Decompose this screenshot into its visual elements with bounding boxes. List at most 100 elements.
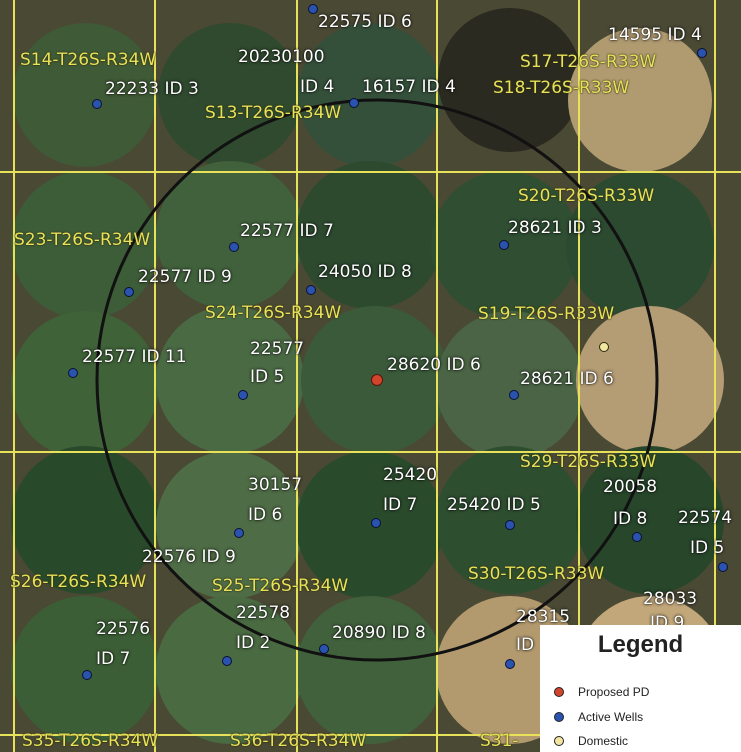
well-label: ID 7 [383, 495, 418, 515]
well-label: 28621 ID 6 [520, 369, 614, 389]
well-label: ID 5 [250, 367, 285, 387]
well-label: 28620 ID 6 [387, 355, 481, 375]
pivot-field [156, 451, 304, 599]
pivot-field [11, 171, 159, 319]
section-label-s19: S19-T26S-R33W [478, 304, 615, 324]
well-label: 22577 [250, 339, 305, 359]
well-label: 25420 [383, 465, 438, 485]
section-label-s25: S25-T26S-R34W [212, 576, 349, 596]
active-well-marker[interactable] [124, 287, 134, 297]
active-well-marker[interactable] [505, 659, 515, 669]
section-label-s29: S29-T26S-R33W [520, 452, 657, 472]
pivot-field [296, 596, 444, 744]
legend-label-active: Active Wells [578, 710, 644, 724]
legend-label-proposed: Proposed PD [578, 685, 650, 699]
section-label-s20: S20-T26S-R33W [518, 186, 655, 206]
well-label: 22578 [236, 603, 291, 623]
well-label: ID 2 [236, 633, 271, 653]
section-label-s24: S24-T26S-R34W [205, 303, 342, 323]
well-label: 20890 ID 8 [332, 623, 426, 643]
pivot-field [296, 161, 444, 309]
legend-item-proposed: Proposed PD [554, 685, 649, 699]
well-label: 24050 ID 8 [318, 262, 412, 282]
active-well-marker[interactable] [632, 532, 642, 542]
active-well-marker[interactable] [371, 518, 381, 528]
pivot-field [156, 596, 304, 744]
pivot-field [156, 306, 304, 454]
legend-item-domestic: Domestic [554, 734, 628, 748]
pivot-field [298, 23, 442, 167]
well-label: 25420 ID 5 [447, 495, 541, 515]
well-label: 22576 ID 9 [142, 547, 236, 567]
active-well-marker[interactable] [349, 98, 359, 108]
pivot-field [576, 306, 724, 454]
well-label: 14595 ID 4 [608, 25, 702, 45]
pivot-field [158, 23, 302, 167]
section-label-s17: S17-T26S-R33W [520, 52, 657, 72]
buffer-radius-circle [95, 98, 659, 662]
active-well-marker[interactable] [92, 99, 102, 109]
active-well-marker[interactable] [308, 4, 318, 14]
proposed-pd-legend-icon [554, 687, 564, 697]
well-label: ID 8 [613, 509, 648, 529]
well-label: 28315 [516, 607, 571, 627]
domestic-well-marker[interactable] [599, 342, 609, 352]
pivot-field [436, 311, 584, 459]
active-well-marker[interactable] [499, 240, 509, 250]
well-label: ID 7 [96, 649, 131, 669]
map-legend: Legend Proposed PD Active Wells Domestic [540, 625, 741, 752]
well-label: 22575 ID 6 [318, 12, 412, 32]
well-label: 22576 [96, 619, 151, 639]
well-label: ID 6 [248, 505, 283, 525]
pivot-field [568, 28, 712, 172]
well-label: 28033 [643, 589, 698, 609]
proposed-pd-marker[interactable] [371, 374, 383, 386]
pivot-field [13, 23, 157, 167]
legend-label-domestic: Domestic [578, 734, 629, 748]
well-label: 30157 [248, 475, 303, 495]
section-label-s30: S30-T26S-R33W [468, 564, 605, 584]
legend-title: Legend [597, 631, 684, 658]
active-well-marker[interactable] [238, 390, 248, 400]
active-well-marker[interactable] [509, 390, 519, 400]
section-label-s26: S26-T26S-R34W [10, 572, 147, 592]
well-label: 22574 [678, 508, 733, 528]
well-label: ID 4 [300, 77, 335, 97]
well-label: 22577 ID 9 [138, 267, 232, 287]
active-well-marker[interactable] [718, 562, 728, 572]
well-label: 22233 ID 3 [105, 79, 199, 99]
active-well-marker[interactable] [234, 528, 244, 538]
section-label-s35: S35-T26S-R34W [22, 731, 159, 751]
well-label: 22577 ID 7 [240, 221, 334, 241]
well-label: 28621 ID 3 [508, 218, 602, 238]
section-label-s31: S31- [480, 731, 519, 751]
legend-item-active: Active Wells [554, 710, 643, 724]
pivot-field [566, 171, 714, 319]
active-well-marker[interactable] [68, 368, 78, 378]
well-label: 20230100 [238, 47, 325, 67]
pivot-field [296, 451, 444, 599]
active-wells-legend-icon [554, 712, 564, 722]
pivot-field [156, 161, 304, 309]
well-label: 16157 ID 4 [362, 77, 456, 97]
section-label-s23: S23-T26S-R34W [14, 230, 151, 250]
active-well-marker[interactable] [697, 48, 707, 58]
well-label: 22577 ID 11 [82, 347, 187, 367]
active-well-marker[interactable] [222, 656, 232, 666]
section-label-s18: S18-T26S-R33W [493, 78, 630, 98]
well-label: ID 5 [690, 538, 725, 558]
active-well-marker[interactable] [505, 520, 515, 530]
active-well-marker[interactable] [306, 285, 316, 295]
pivot-field [576, 446, 724, 594]
pivot-field [11, 446, 159, 594]
active-well-marker[interactable] [82, 670, 92, 680]
active-well-marker[interactable] [229, 242, 239, 252]
well-label: ID [516, 635, 535, 655]
section-label-s36: S36-T26S-R34W [230, 731, 367, 751]
domestic-legend-icon [554, 736, 564, 746]
well-label: 20058 [603, 477, 658, 497]
active-well-marker[interactable] [319, 644, 329, 654]
section-label-s14: S14-T26S-R34W [20, 50, 157, 70]
